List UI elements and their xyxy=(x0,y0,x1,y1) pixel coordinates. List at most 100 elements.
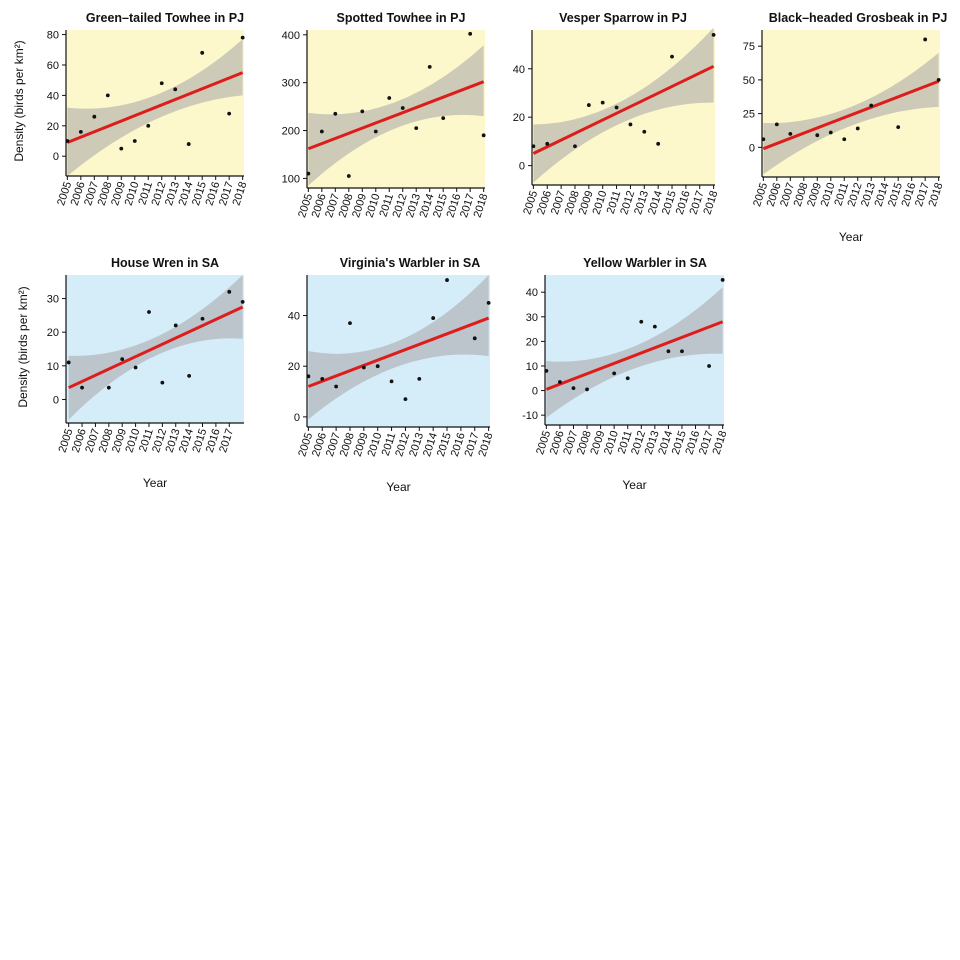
data-point xyxy=(656,141,661,146)
data-point xyxy=(614,105,619,110)
y-tick-label: 40 xyxy=(47,90,59,102)
data-point xyxy=(159,81,164,86)
data-point xyxy=(334,384,339,389)
data-point xyxy=(227,111,232,116)
y-tick-label: 0 xyxy=(532,386,538,398)
data-point xyxy=(815,133,820,138)
y-tick-label: 0 xyxy=(53,151,59,163)
confidence-band xyxy=(533,27,714,183)
y-tick-label: 0 xyxy=(53,394,59,406)
y-axis-label-row1: Density (birds per km²) xyxy=(12,40,26,161)
data-point xyxy=(441,116,446,120)
panel-title: Black–headed Grosbeak in PJ xyxy=(769,11,948,25)
regression-line xyxy=(545,320,724,391)
y-tick-label: 30 xyxy=(526,312,538,324)
data-point xyxy=(670,54,674,59)
confidence-band xyxy=(546,287,723,418)
panel-title: Virginia's Warbler in SA xyxy=(340,256,481,270)
data-point xyxy=(348,321,352,326)
data-point xyxy=(403,397,408,402)
y-tick-label: 20 xyxy=(526,336,538,348)
y-tick-label: 75 xyxy=(743,41,755,53)
data-point xyxy=(936,77,941,82)
data-point xyxy=(186,142,191,146)
data-point xyxy=(842,137,847,142)
data-point xyxy=(333,111,338,116)
panel-title: Spotted Towhee in PJ xyxy=(337,11,466,25)
data-point xyxy=(361,365,366,370)
x-axis-label: Year xyxy=(622,478,646,492)
data-point xyxy=(92,114,97,119)
chart-panel-2: 1002003004002005200620072008200920102011… xyxy=(282,11,491,219)
data-point xyxy=(600,100,605,105)
data-point xyxy=(573,144,577,149)
data-point xyxy=(147,310,151,314)
data-point xyxy=(400,106,405,110)
data-point xyxy=(187,374,192,378)
data-point xyxy=(652,324,657,329)
data-point xyxy=(625,376,630,381)
y-tick-label: 40 xyxy=(526,287,538,299)
y-tick-label: 100 xyxy=(282,173,300,185)
regression-line xyxy=(307,316,490,388)
panel-title: Vesper Sparrow in PJ xyxy=(559,11,687,25)
data-point xyxy=(445,278,449,282)
y-tick-label: 20 xyxy=(47,327,59,339)
data-point xyxy=(200,316,205,321)
y-tick-label: 200 xyxy=(282,126,300,138)
data-point xyxy=(133,365,138,370)
data-point xyxy=(106,385,111,390)
regression-line xyxy=(68,305,244,390)
data-point xyxy=(558,380,562,384)
data-point xyxy=(711,32,716,37)
y-tick-label: 10 xyxy=(526,361,538,373)
chart-panel-1: 0204060802005200620072008200920102011201… xyxy=(47,11,250,207)
data-point xyxy=(387,96,392,100)
data-point xyxy=(896,125,901,130)
data-point xyxy=(80,385,84,390)
data-point xyxy=(346,174,351,178)
data-point xyxy=(375,364,380,369)
data-point xyxy=(320,376,325,381)
data-point xyxy=(360,109,365,114)
y-axis-label-row2: Density (birds per km²) xyxy=(16,286,30,407)
data-point xyxy=(680,349,684,354)
y-tick-label: 0 xyxy=(294,412,300,424)
data-point xyxy=(119,146,124,151)
data-point xyxy=(639,319,644,324)
data-point xyxy=(389,379,394,384)
data-point xyxy=(105,93,110,98)
data-point xyxy=(78,129,83,134)
y-tick-label: 0 xyxy=(519,161,525,173)
data-point xyxy=(173,323,178,328)
regression-line xyxy=(66,71,244,144)
chart-panel-4: 0255075200520062007200820092010201120122… xyxy=(743,11,948,244)
data-point xyxy=(240,35,245,40)
data-point xyxy=(707,364,711,368)
y-tick-label: 80 xyxy=(47,30,59,42)
data-point xyxy=(66,360,71,365)
data-point xyxy=(585,387,589,392)
data-point xyxy=(720,278,725,282)
data-point xyxy=(120,357,125,361)
y-tick-label: 10 xyxy=(47,361,59,373)
data-point xyxy=(642,129,647,134)
y-tick-label: -10 xyxy=(522,410,538,422)
data-point xyxy=(828,130,833,135)
data-point xyxy=(666,349,671,354)
data-point xyxy=(774,122,779,127)
y-tick-label: 20 xyxy=(47,121,59,133)
data-point xyxy=(628,122,633,127)
data-point xyxy=(586,103,591,107)
regression-line xyxy=(762,79,940,151)
y-tick-label: 40 xyxy=(288,311,300,323)
data-point xyxy=(173,87,178,92)
panel-title: Green–tailed Towhee in PJ xyxy=(86,11,244,25)
data-point xyxy=(414,126,419,131)
y-tick-label: 400 xyxy=(282,30,300,42)
panel-title: House Wren in SA xyxy=(111,256,219,270)
data-point xyxy=(160,380,165,385)
data-point xyxy=(855,126,860,131)
data-point xyxy=(486,300,491,305)
data-point xyxy=(612,371,617,376)
